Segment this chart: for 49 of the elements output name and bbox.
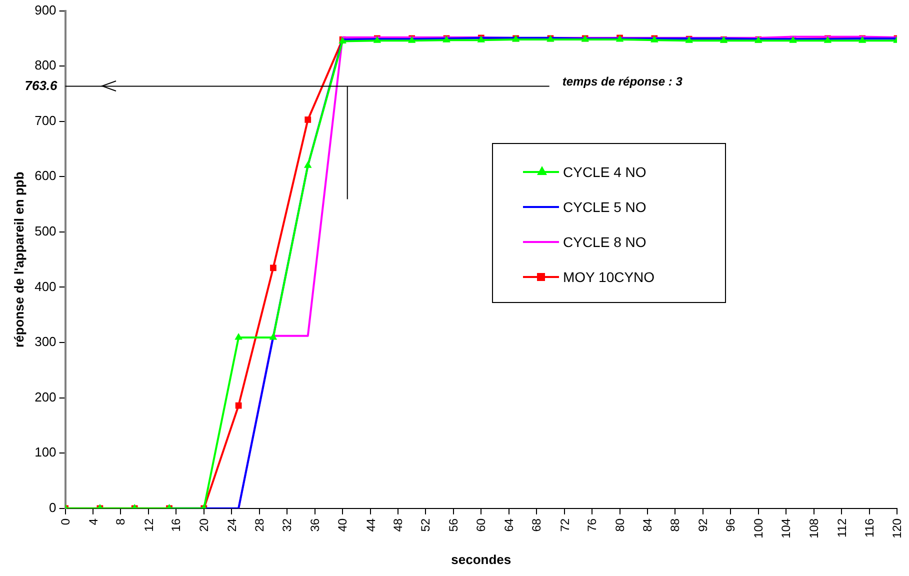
y-tick-label: 600 [34, 168, 56, 184]
x-tick-label: 32 [280, 518, 294, 532]
x-tick-label: 96 [724, 518, 738, 532]
x-tick-label: 52 [418, 518, 433, 532]
y-tick-label: 900 [34, 2, 56, 18]
annotation: temps de réponse : 3 [562, 74, 683, 89]
x-tick-label: 0 [58, 518, 72, 526]
legend-label: CYCLE 8 NO [563, 234, 646, 250]
legend-label: MOY 10CYNO [563, 268, 655, 284]
x-tick-label: 64 [502, 518, 516, 532]
x-axis-title: secondes [451, 552, 512, 567]
y-axis-title: réponse de l'appareil en ppb [11, 172, 26, 348]
x-tick-label: 44 [364, 518, 378, 532]
y-tick-label: 200 [34, 389, 56, 404]
x-tick-label: 60 [474, 518, 488, 532]
x-tick-label: 8 [114, 518, 128, 526]
legend-label: CYCLE 4 NO [563, 164, 646, 180]
x-tick-label: 80 [612, 518, 627, 532]
x-tick-label: 48 [390, 518, 405, 532]
x-tick-label: 24 [225, 518, 240, 532]
y-tick-label: 100 [34, 444, 56, 460]
x-tick-label: 92 [696, 518, 710, 532]
x-tick-label: 76 [585, 518, 600, 532]
x-tick-label: 68 [530, 518, 544, 532]
x-tick-label: 116 [862, 518, 876, 538]
x-tick-label: 84 [640, 518, 654, 532]
x-tick-label: 56 [446, 518, 460, 532]
x-tick-label: 108 [806, 518, 821, 538]
x-tick-label: 20 [196, 518, 211, 532]
y-tick-label: 300 [34, 334, 56, 350]
x-tick-label: 104 [779, 518, 794, 538]
x-tick-label: 40 [336, 518, 350, 532]
x-tick-label: 12 [142, 518, 156, 532]
x-tick-label: 36 [308, 518, 322, 532]
x-tick-label: 88 [668, 518, 682, 532]
y-tick-label: 700 [34, 112, 56, 128]
x-tick-label: 16 [169, 518, 184, 532]
x-tick-label: 28 [252, 518, 266, 532]
y-tick-label: 400 [34, 278, 56, 294]
x-tick-label: 112 [835, 518, 850, 538]
ref-line-label: 763.6 [24, 78, 58, 93]
x-tick-label: 72 [558, 518, 572, 532]
x-tick-label: 100 [751, 518, 766, 538]
y-tick-label: 500 [34, 224, 56, 239]
legend-label: CYCLE 5 NO [563, 198, 646, 214]
x-tick-label: 4 [86, 518, 101, 526]
x-tick-label: 120 [890, 518, 904, 538]
y-tick-label: 800 [34, 58, 56, 73]
y-tick-label: 0 [49, 500, 56, 515]
